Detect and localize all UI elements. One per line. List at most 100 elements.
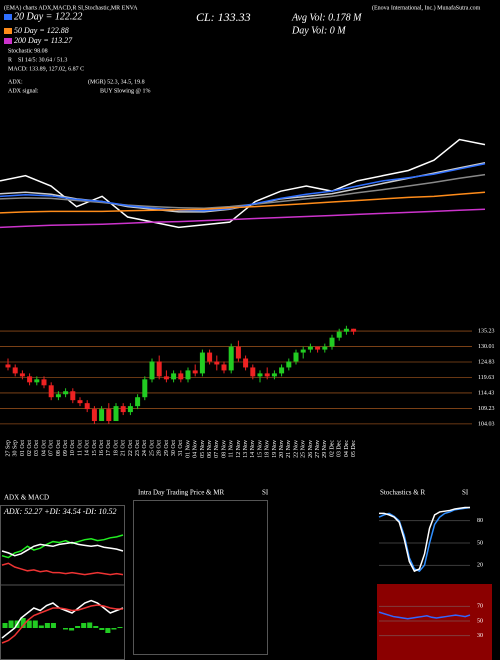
candle-body bbox=[5, 364, 11, 368]
histogram-bar bbox=[8, 620, 14, 628]
candle-body bbox=[243, 358, 249, 368]
x-tick-label: 21 Nov bbox=[286, 440, 292, 458]
y-tick-label: 80 bbox=[477, 518, 483, 524]
x-tick-label: 05 Dec bbox=[351, 440, 357, 457]
histogram-bar bbox=[32, 620, 38, 628]
series-line bbox=[1, 541, 124, 557]
candle-body bbox=[149, 361, 155, 380]
candle-body bbox=[127, 406, 133, 413]
candle-body bbox=[99, 409, 105, 422]
x-tick-label: 11 Nov bbox=[229, 440, 235, 458]
panel-title: SI bbox=[262, 489, 269, 497]
x-tick-label: 14 Oct bbox=[85, 440, 91, 456]
series-line bbox=[1, 534, 124, 559]
x-tick-label: 29 Nov bbox=[322, 440, 328, 458]
y-tick-label: 119.63 bbox=[478, 375, 494, 381]
panel-title: SI bbox=[462, 489, 469, 497]
y-tick-label: 114.43 bbox=[478, 390, 494, 396]
candle-body bbox=[91, 409, 97, 422]
candle-body bbox=[336, 331, 342, 338]
y-tick-label: 135.23 bbox=[478, 328, 495, 334]
histogram-bar bbox=[75, 626, 81, 628]
x-tick-label: 27 Nov bbox=[315, 440, 321, 458]
histogram-bar bbox=[87, 622, 93, 628]
histogram-bar bbox=[69, 628, 75, 631]
intraday-panel bbox=[133, 500, 268, 655]
x-tick-label: 16 Oct bbox=[99, 440, 105, 456]
x-tick-label: 26 Nov bbox=[308, 440, 314, 458]
x-tick-label: 01 Oct bbox=[20, 440, 26, 456]
x-tick-label: 01 Nov bbox=[185, 440, 191, 458]
x-tick-label: 23 Oct bbox=[135, 440, 141, 456]
histogram-bar bbox=[105, 628, 111, 633]
panel-bg bbox=[377, 584, 492, 660]
candle-body bbox=[142, 379, 148, 398]
histogram-bar bbox=[111, 628, 117, 630]
x-tick-label: 20 Nov bbox=[279, 440, 285, 458]
ma-label: 20 Day = 122.22 bbox=[14, 11, 82, 22]
candle-body bbox=[250, 367, 256, 377]
x-tick-label: 03 Dec bbox=[337, 440, 343, 457]
indicator: Stochastic 98.08 bbox=[8, 48, 48, 54]
x-tick-label: 29 Oct bbox=[164, 440, 170, 456]
x-tick-label: 30 Sep bbox=[13, 440, 19, 457]
candle-body bbox=[293, 352, 299, 362]
close: CL: 133.33 bbox=[196, 10, 251, 24]
x-tick-label: 09 Oct bbox=[63, 440, 69, 456]
y-tick-label: 70 bbox=[477, 604, 483, 610]
candle-body bbox=[27, 376, 33, 383]
indicator: ADX: bbox=[8, 79, 23, 85]
x-tick-label: 25 Oct bbox=[149, 440, 155, 456]
x-tick-label: 07 Oct bbox=[49, 440, 55, 456]
histogram-bar bbox=[44, 623, 50, 628]
x-tick-label: 22 Nov bbox=[293, 440, 299, 458]
series-line bbox=[1, 562, 124, 576]
candle-body bbox=[120, 406, 126, 413]
candle-body bbox=[106, 409, 112, 422]
y-tick-label: 20 bbox=[477, 563, 483, 569]
x-tick-label: 10 Oct bbox=[70, 440, 76, 456]
histogram-bar bbox=[38, 625, 44, 628]
y-tick-label: 109.23 bbox=[478, 406, 495, 412]
candle-body bbox=[171, 373, 177, 380]
candle-body bbox=[55, 394, 61, 398]
x-tick-label: 12 Nov bbox=[236, 440, 242, 458]
candle-body bbox=[307, 346, 313, 350]
histogram-bar bbox=[63, 628, 69, 630]
candle-body bbox=[279, 367, 285, 374]
x-tick-label: 15 Nov bbox=[257, 440, 263, 458]
x-tick-label: 08 Oct bbox=[56, 440, 62, 456]
candle-body bbox=[84, 403, 90, 410]
candle-body bbox=[135, 397, 141, 407]
candle-body bbox=[322, 346, 328, 350]
panel-title: Intra Day Trading Price & MR bbox=[138, 489, 224, 497]
x-tick-label: 14 Nov bbox=[250, 440, 256, 458]
indicator: R bbox=[8, 57, 12, 63]
x-tick-label: 18 Nov bbox=[265, 440, 271, 458]
legend-swatch bbox=[4, 28, 12, 34]
x-tick-label: 02 Oct bbox=[27, 440, 33, 456]
candle-body bbox=[207, 352, 213, 362]
candle-body bbox=[235, 346, 241, 359]
candle-body bbox=[163, 376, 169, 380]
panel-title: Stochastics & R bbox=[380, 489, 425, 497]
candle-body bbox=[178, 373, 184, 380]
y-tick-label: 30 bbox=[477, 633, 483, 639]
histogram-bar bbox=[81, 623, 87, 628]
x-tick-label: 11 Oct bbox=[77, 440, 83, 456]
y-tick-label: 50 bbox=[477, 540, 483, 546]
company: (Enova International, Inc.) MunafaSutra.… bbox=[372, 4, 481, 11]
x-tick-label: 03 Oct bbox=[34, 440, 40, 456]
x-tick-label: 18 Oct bbox=[113, 440, 119, 456]
candle-body bbox=[329, 337, 335, 347]
y-tick-label: 50 bbox=[477, 618, 483, 624]
x-tick-label: 17 Oct bbox=[106, 440, 112, 456]
candle-body bbox=[12, 367, 18, 374]
histogram-bar bbox=[93, 626, 99, 628]
histogram-bar bbox=[20, 618, 26, 628]
adx-values: ADX: 52.27 +DI: 34.54 -DI: 10.52 bbox=[3, 507, 117, 516]
legend-swatch bbox=[4, 14, 12, 20]
y-tick-label: 124.83 bbox=[478, 359, 495, 365]
series-line bbox=[1, 604, 123, 644]
